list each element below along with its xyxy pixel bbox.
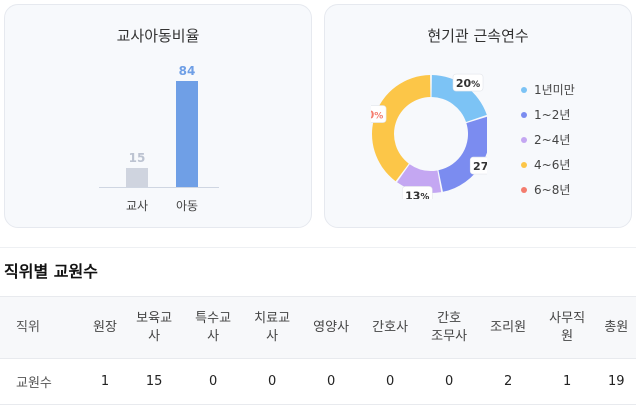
staff-table-header-cell: 총원	[596, 296, 636, 359]
donut-value-label: 27%	[469, 156, 487, 175]
legend-dot-icon	[521, 136, 527, 143]
legend-item: 4~6년	[521, 152, 575, 177]
legend-label: 1년미만	[534, 83, 575, 97]
bar-value-label: 84	[178, 64, 196, 78]
staff-table-cell: 1	[85, 358, 125, 405]
donut-slice-1년미만	[431, 75, 487, 123]
staff-table-cell: 19	[596, 358, 636, 405]
staff-section-title: 직위별 교원수	[4, 262, 98, 281]
section-divider	[0, 247, 636, 248]
staff-table-cell: 0	[419, 358, 479, 405]
staff-table-header-cell: 치료교 사	[242, 296, 302, 359]
donut-slice-1~2년	[438, 116, 487, 192]
staff-table-cell: 0	[360, 358, 420, 405]
tenure-card: 현기관 근속연수 20% 27% 13% 40% 1년미만 1~2년 2~4년 4~6년 6~…	[324, 4, 632, 228]
donut-value-label: 13%	[401, 186, 433, 199]
legend-dot-icon	[521, 86, 527, 93]
staff-table-cell: 15	[124, 358, 184, 405]
legend-dot-icon	[521, 161, 527, 168]
donut-slice-2~4년	[397, 164, 442, 193]
svg-text:20%: 20%	[456, 77, 480, 90]
donut-slice-4~6년	[372, 75, 431, 182]
tenure-donut-chart: 20% 27% 13% 40%	[371, 73, 487, 199]
bar-아동	[176, 81, 198, 187]
staff-table-cell: 0	[301, 358, 361, 405]
legend-dot-icon	[521, 111, 527, 118]
ratio-card-title: 교사아동비율	[116, 27, 200, 45]
staff-table-header-row: 직위 원장 보육교 사 특수교 사 치료교 사 영양사 간호사 간호 조무사 조리원 사무직 원 총원	[0, 296, 636, 359]
legend-label: 6~8년	[534, 183, 571, 197]
staff-table-header-cell: 간호 조무사	[419, 296, 479, 359]
legend-label: 2~4년	[534, 133, 571, 147]
legend-item: 1년미만	[521, 77, 575, 102]
staff-table-header-cell: 조리원	[478, 296, 538, 359]
bar-value-label: 15	[128, 151, 146, 165]
bar-category-label: 아동	[175, 199, 199, 213]
bar-baseline	[99, 187, 219, 188]
staff-table-header-cell: 사무직 원	[537, 296, 597, 359]
bar-교사	[126, 168, 148, 187]
staff-table-header-cell: 직위	[0, 296, 86, 359]
donut-value-label: 20%	[452, 73, 484, 92]
staff-table-cell: 0	[183, 358, 243, 405]
staff-table-cell: 1	[537, 358, 597, 405]
tenure-legend: 1년미만 1~2년 2~4년 4~6년 6~8년	[521, 77, 575, 202]
staff-table-cell: 교원수	[0, 358, 86, 405]
bar-category-label: 교사	[125, 199, 149, 213]
staff-table-header-cell: 원장	[85, 296, 125, 359]
svg-text:13%: 13%	[405, 189, 429, 199]
legend-label: 1~2년	[534, 108, 571, 122]
svg-text:27%: 27%	[473, 160, 487, 173]
legend-item: 2~4년	[521, 127, 575, 152]
legend-item: 1~2년	[521, 102, 575, 127]
staff-table-header-cell: 간호사	[360, 296, 420, 359]
staff-table-header-cell: 영양사	[301, 296, 361, 359]
legend-label: 4~6년	[534, 158, 571, 172]
donut-value-label: 40%	[371, 105, 387, 123]
svg-text:40%: 40%	[371, 109, 383, 122]
staff-table-cell: 2	[478, 358, 538, 405]
teacher-child-ratio-card: 교사아동비율 15 84 교사 아동	[4, 4, 312, 228]
staff-table-cell: 0	[242, 358, 302, 405]
tenure-card-title: 현기관 근속연수	[427, 27, 529, 45]
staff-table-header-cell: 특수교 사	[183, 296, 243, 359]
staff-table: 직위 원장 보육교 사 특수교 사 치료교 사 영양사 간호사 간호 조무사 조리원 사무직 원 총원 교원수…	[0, 296, 636, 405]
ratio-bar-chart: 15 84	[99, 59, 219, 189]
staff-table-header-cell: 보육교 사	[124, 296, 184, 359]
staff-table-row: 교원수 1 15 0 0 0 0 0 2 1 19	[0, 358, 636, 405]
legend-item: 6~8년	[521, 177, 575, 202]
legend-dot-icon	[521, 186, 527, 193]
